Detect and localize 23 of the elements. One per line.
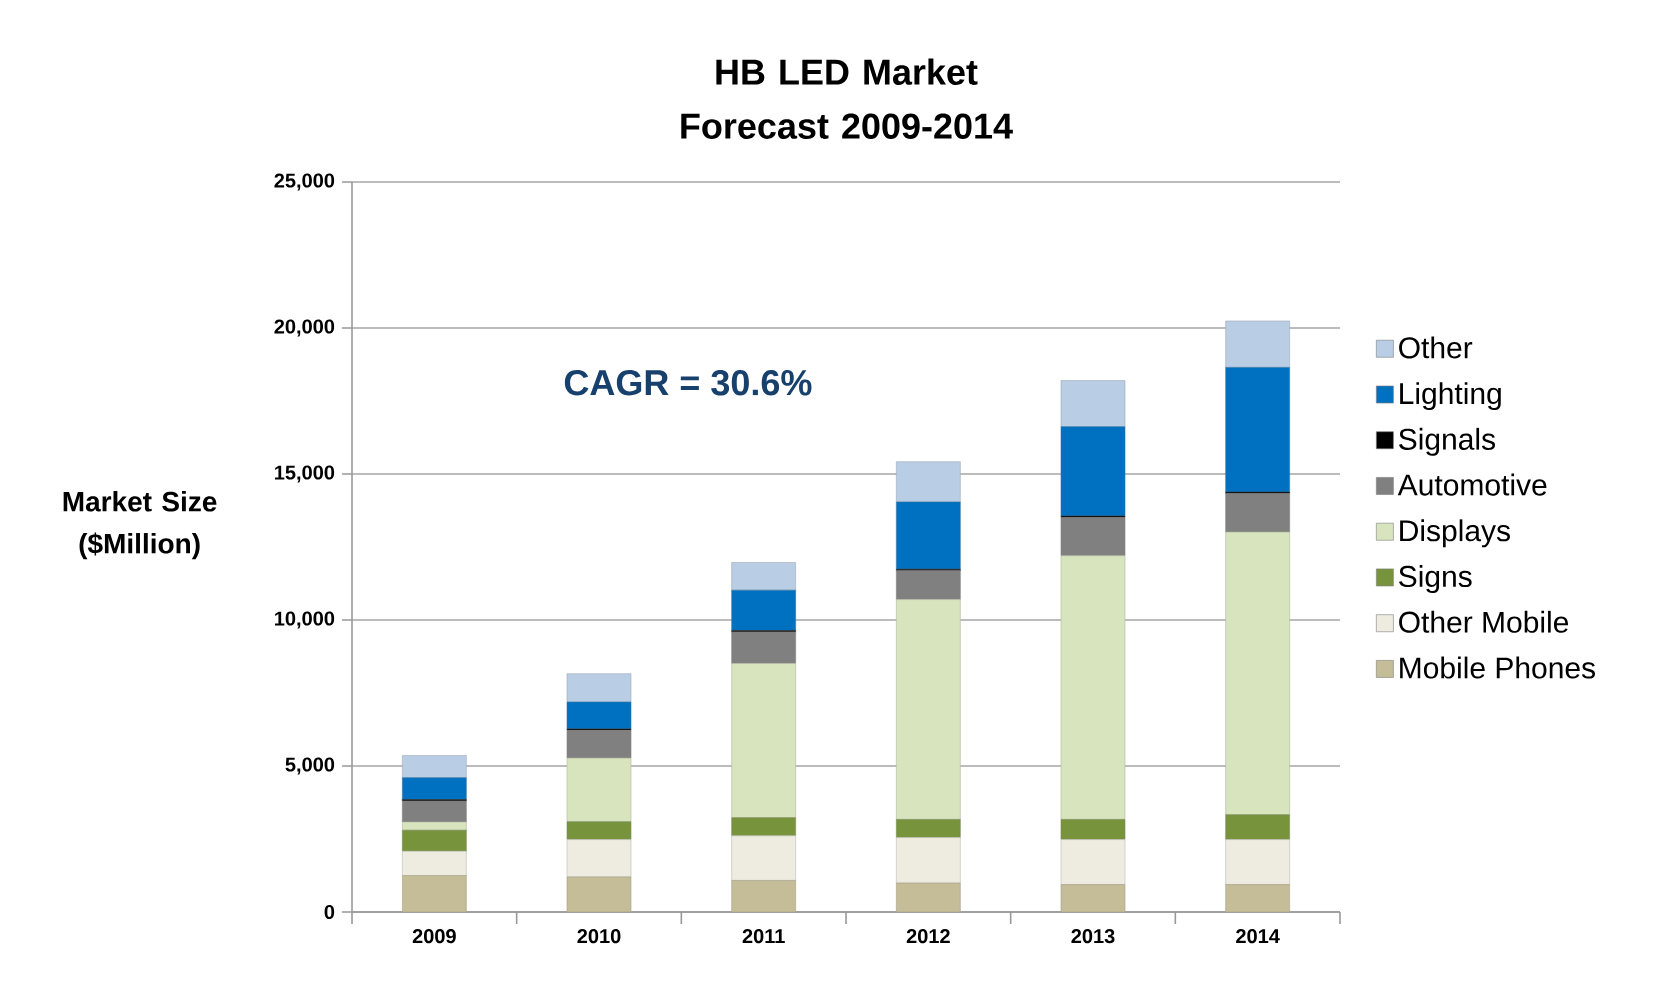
y-tick-label: 15,000 xyxy=(275,465,335,483)
legend-label: Other xyxy=(1399,336,1473,359)
legend-label: Displays xyxy=(1400,519,1510,548)
x-tick-label: 2011 xyxy=(742,929,785,944)
y-axis-title: Market Size ($Million) xyxy=(63,491,217,560)
legend-label: Mobile Phones xyxy=(1400,656,1595,679)
x-tick-label: 2014 xyxy=(1236,929,1280,944)
legend-label: Signs xyxy=(1399,565,1472,594)
x-tick-label: 2010 xyxy=(577,929,621,944)
legend-label: Automotive xyxy=(1397,473,1547,496)
x-tick-label: 2012 xyxy=(906,929,950,944)
y-tick-label: 5,000 xyxy=(285,757,335,775)
y-tick-label: 0 xyxy=(324,904,335,920)
y-tick-label: 20,000 xyxy=(274,319,335,337)
legend-label: Signals xyxy=(1399,427,1495,456)
legend-label: Lighting xyxy=(1400,382,1501,411)
x-tick-label: 2009 xyxy=(412,929,456,944)
legend-label: Other Mobile xyxy=(1399,610,1569,633)
y-tick-label: 10,000 xyxy=(275,611,335,629)
chart-title: HB LED Market Forecast 2009-2014 xyxy=(681,58,1013,139)
x-tick-label: 2013 xyxy=(1071,929,1115,944)
annotation: CAGR = 30.6% xyxy=(564,369,812,396)
y-tick-label: 25,000 xyxy=(274,173,335,191)
